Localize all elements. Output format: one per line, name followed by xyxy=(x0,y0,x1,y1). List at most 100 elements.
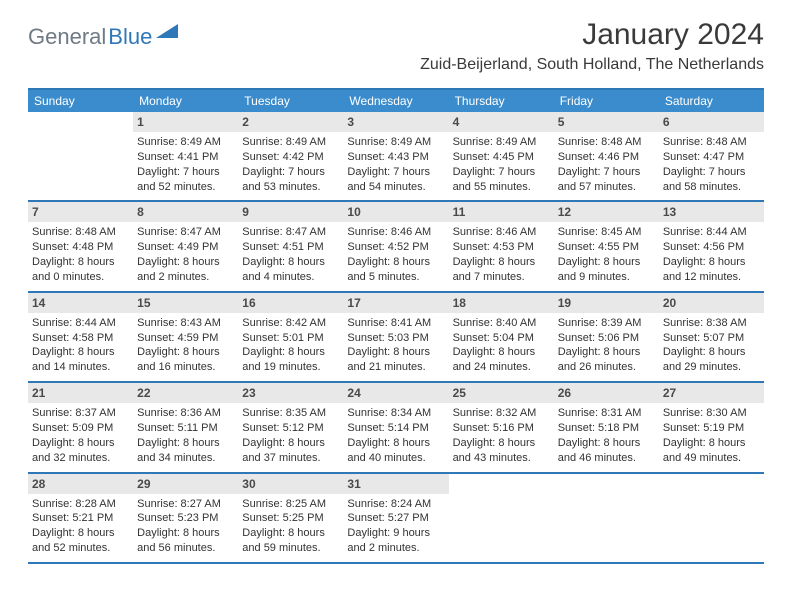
day-number: 4 xyxy=(449,112,554,132)
day-line: Sunset: 5:16 PM xyxy=(453,421,550,436)
day-line: Sunrise: 8:49 AM xyxy=(347,135,444,150)
logo-text-gray: General xyxy=(28,24,106,50)
day-line: and 0 minutes. xyxy=(32,270,129,285)
day-cell: 5Sunrise: 8:48 AMSunset: 4:46 PMDaylight… xyxy=(554,112,659,200)
day-line: Sunset: 4:58 PM xyxy=(32,331,129,346)
day-cell: 15Sunrise: 8:43 AMSunset: 4:59 PMDayligh… xyxy=(133,293,238,381)
day-line: Daylight: 8 hours xyxy=(453,436,550,451)
day-line: Sunset: 5:09 PM xyxy=(32,421,129,436)
day-line: Daylight: 7 hours xyxy=(137,165,234,180)
day-cell: 20Sunrise: 8:38 AMSunset: 5:07 PMDayligh… xyxy=(659,293,764,381)
day-line: Daylight: 8 hours xyxy=(242,526,339,541)
day-line: Daylight: 8 hours xyxy=(558,255,655,270)
day-number: 5 xyxy=(554,112,659,132)
day-line: and 4 minutes. xyxy=(242,270,339,285)
day-cell: 11Sunrise: 8:46 AMSunset: 4:53 PMDayligh… xyxy=(449,202,554,290)
day-line: Daylight: 7 hours xyxy=(347,165,444,180)
day-cell: 16Sunrise: 8:42 AMSunset: 5:01 PMDayligh… xyxy=(238,293,343,381)
day-line: Daylight: 8 hours xyxy=(137,526,234,541)
week-row: 7Sunrise: 8:48 AMSunset: 4:48 PMDaylight… xyxy=(28,202,764,292)
weekday-cell: Monday xyxy=(133,90,238,112)
day-line: Sunrise: 8:49 AM xyxy=(453,135,550,150)
day-number: 27 xyxy=(659,383,764,403)
day-line: Sunset: 5:21 PM xyxy=(32,511,129,526)
day-cell: 17Sunrise: 8:41 AMSunset: 5:03 PMDayligh… xyxy=(343,293,448,381)
day-line: and 2 minutes. xyxy=(347,541,444,556)
brand-logo: GeneralBlue xyxy=(28,24,178,50)
day-line: Daylight: 8 hours xyxy=(137,345,234,360)
day-line: Sunrise: 8:34 AM xyxy=(347,406,444,421)
day-cell: 31Sunrise: 8:24 AMSunset: 5:27 PMDayligh… xyxy=(343,474,448,562)
day-line: Sunrise: 8:41 AM xyxy=(347,316,444,331)
day-number: 8 xyxy=(133,202,238,222)
day-line: Sunrise: 8:47 AM xyxy=(242,225,339,240)
calendar: SundayMondayTuesdayWednesdayThursdayFrid… xyxy=(28,88,764,564)
day-line: Sunset: 5:01 PM xyxy=(242,331,339,346)
day-line: Sunrise: 8:31 AM xyxy=(558,406,655,421)
day-number: 9 xyxy=(238,202,343,222)
day-line: and 43 minutes. xyxy=(453,451,550,466)
day-line: Sunset: 4:56 PM xyxy=(663,240,760,255)
day-line: Daylight: 8 hours xyxy=(32,345,129,360)
day-number: 29 xyxy=(133,474,238,494)
day-line: Sunrise: 8:39 AM xyxy=(558,316,655,331)
day-cell: 22Sunrise: 8:36 AMSunset: 5:11 PMDayligh… xyxy=(133,383,238,471)
logo-text-blue: Blue xyxy=(108,24,152,50)
day-cell: 28Sunrise: 8:28 AMSunset: 5:21 PMDayligh… xyxy=(28,474,133,562)
day-line: Daylight: 8 hours xyxy=(242,255,339,270)
day-line: and 53 minutes. xyxy=(242,180,339,195)
day-line: Sunrise: 8:48 AM xyxy=(32,225,129,240)
day-number: 3 xyxy=(343,112,448,132)
day-line: Sunset: 5:23 PM xyxy=(137,511,234,526)
day-line: Sunrise: 8:44 AM xyxy=(663,225,760,240)
day-line: Sunset: 5:06 PM xyxy=(558,331,655,346)
week-row: .1Sunrise: 8:49 AMSunset: 4:41 PMDayligh… xyxy=(28,112,764,202)
day-line: and 54 minutes. xyxy=(347,180,444,195)
day-line: and 46 minutes. xyxy=(558,451,655,466)
day-line: Sunset: 4:55 PM xyxy=(558,240,655,255)
day-line: and 24 minutes. xyxy=(453,360,550,375)
day-line: Sunrise: 8:24 AM xyxy=(347,497,444,512)
day-cell: 12Sunrise: 8:45 AMSunset: 4:55 PMDayligh… xyxy=(554,202,659,290)
day-line: Sunset: 4:43 PM xyxy=(347,150,444,165)
day-line: Daylight: 8 hours xyxy=(242,345,339,360)
day-line: Daylight: 9 hours xyxy=(347,526,444,541)
day-number: 31 xyxy=(343,474,448,494)
day-line: and 2 minutes. xyxy=(137,270,234,285)
logo-triangle-icon xyxy=(156,22,178,43)
day-number: 30 xyxy=(238,474,343,494)
day-line: Sunset: 4:47 PM xyxy=(663,150,760,165)
day-number: 28 xyxy=(28,474,133,494)
day-line: Daylight: 8 hours xyxy=(347,255,444,270)
day-line: Sunset: 5:03 PM xyxy=(347,331,444,346)
day-line: Daylight: 8 hours xyxy=(137,255,234,270)
weekday-cell: Friday xyxy=(554,90,659,112)
day-line: Sunrise: 8:49 AM xyxy=(242,135,339,150)
day-line: Sunrise: 8:45 AM xyxy=(558,225,655,240)
day-line: Sunset: 5:14 PM xyxy=(347,421,444,436)
week-row: 14Sunrise: 8:44 AMSunset: 4:58 PMDayligh… xyxy=(28,293,764,383)
day-cell: . xyxy=(659,474,764,562)
day-number: 2 xyxy=(238,112,343,132)
day-line: Daylight: 8 hours xyxy=(347,436,444,451)
day-line: Sunset: 4:48 PM xyxy=(32,240,129,255)
day-cell: 26Sunrise: 8:31 AMSunset: 5:18 PMDayligh… xyxy=(554,383,659,471)
week-row: 21Sunrise: 8:37 AMSunset: 5:09 PMDayligh… xyxy=(28,383,764,473)
day-line: Daylight: 8 hours xyxy=(453,255,550,270)
day-line: and 12 minutes. xyxy=(663,270,760,285)
weekday-cell: Thursday xyxy=(449,90,554,112)
day-line: and 16 minutes. xyxy=(137,360,234,375)
month-title: January 2024 xyxy=(420,18,764,52)
day-number: 14 xyxy=(28,293,133,313)
day-line: Sunrise: 8:48 AM xyxy=(558,135,655,150)
day-line: Sunrise: 8:38 AM xyxy=(663,316,760,331)
day-line: Daylight: 8 hours xyxy=(32,255,129,270)
weeks-container: .1Sunrise: 8:49 AMSunset: 4:41 PMDayligh… xyxy=(28,112,764,564)
day-cell: 9Sunrise: 8:47 AMSunset: 4:51 PMDaylight… xyxy=(238,202,343,290)
day-line: Daylight: 7 hours xyxy=(663,165,760,180)
day-line: Sunrise: 8:25 AM xyxy=(242,497,339,512)
day-line: Sunrise: 8:27 AM xyxy=(137,497,234,512)
day-line: Sunrise: 8:46 AM xyxy=(453,225,550,240)
day-number: 16 xyxy=(238,293,343,313)
day-line: Sunset: 5:04 PM xyxy=(453,331,550,346)
